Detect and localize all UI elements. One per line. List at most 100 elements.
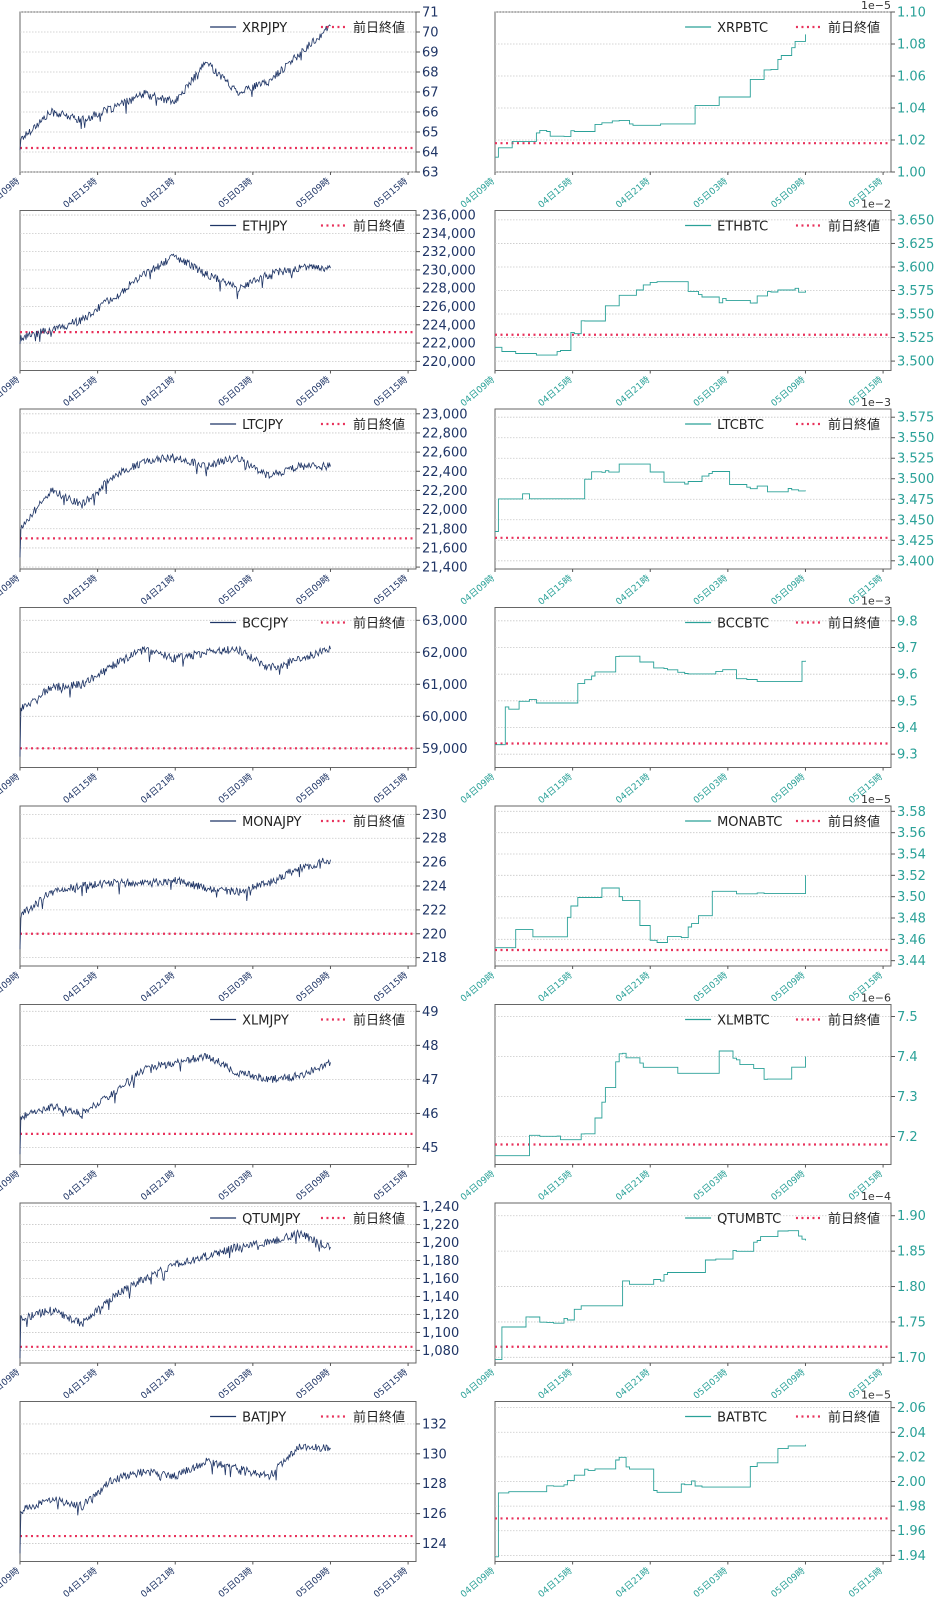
- x-tick-label: 04日15時: [536, 970, 574, 1005]
- y-tick-label: 3.400: [897, 554, 934, 569]
- x-tick-label: 05日03時: [216, 1168, 254, 1203]
- y-tick-label: 59,000: [422, 742, 468, 757]
- legend-label-reference: 前日終値: [353, 1013, 405, 1029]
- x-tick-label: 05日15時: [372, 1168, 410, 1203]
- y-tick-label: 1,200: [422, 1236, 459, 1251]
- x-tick-label: 05日15時: [372, 1367, 410, 1402]
- y-tick-label: 3.500: [897, 355, 934, 370]
- x-tick-label: 05日09時: [294, 374, 332, 409]
- chart-ethjpy: 220,000 222,000 224,000 226,000 228,000 230,0…: [0, 209, 476, 410]
- y-tick-label: 71: [422, 6, 439, 21]
- y-tick-label: 220: [422, 927, 447, 942]
- x-tick-label: 05日03時: [216, 1565, 254, 1600]
- y-tick-label: 9.7: [897, 641, 918, 656]
- y-tick-label: 22,200: [422, 484, 468, 499]
- x-tick-label: 05日15時: [372, 573, 410, 608]
- legend-label-price: ETHJPY: [242, 220, 287, 235]
- y-tick-label: 23,000: [422, 407, 468, 422]
- x-tick-label: 05日15時: [372, 176, 410, 211]
- y-tick-label: 1.06: [897, 70, 926, 85]
- chart-batjpy: 124 126 128 130 132 04日09時 04日15時 04日21時 05日03時 0…: [0, 1401, 447, 1600]
- x-tick-label: 05日09時: [769, 1168, 807, 1203]
- legend-label-price: BATJPY: [242, 1411, 286, 1426]
- x-tick-label: 04日21時: [139, 176, 177, 211]
- legend-label-reference: 前日終値: [828, 20, 880, 36]
- y-tick-label: 124: [422, 1537, 447, 1552]
- y-tick-label: 1,180: [422, 1254, 459, 1269]
- chart-xlmjpy: 45 46 47 48 49 04日09時 04日15時 04日21時 05日03時 05日09時…: [0, 1004, 439, 1203]
- y-tick-label: 3.48: [897, 912, 926, 927]
- plot-frame: [494, 607, 892, 768]
- y-tick-label: 2.02: [897, 1450, 926, 1465]
- x-tick-label: 05日03時: [216, 176, 254, 211]
- y-tick-label: 222,000: [422, 337, 476, 352]
- y-tick-label: 126: [422, 1507, 447, 1522]
- x-tick-label: 05日15時: [372, 970, 410, 1005]
- plot-frame: [19, 408, 417, 570]
- chart-ltcbtc: 3.400 3.425 3.450 3.475 3.500 3.525 3.550 3.575…: [459, 396, 935, 608]
- chart-xrpjpy: 63 64 65 66 67 68 69 70 71 04日09時 04日15時 04日21時 05日0…: [0, 6, 439, 211]
- x-tick-label: 04日21時: [139, 970, 177, 1005]
- y-tick-label: 9.6: [897, 668, 918, 683]
- legend-label-price: BATBTC: [717, 1411, 767, 1426]
- x-tick-label: 04日09時: [459, 176, 497, 211]
- x-tick-label: 04日09時: [459, 970, 497, 1005]
- x-tick-label: 05日09時: [769, 573, 807, 608]
- y-tick-label: 230: [422, 808, 447, 823]
- chart-qtumbtc: 1.70 1.75 1.80 1.85 1.90 1e−4 04日09時 04日15時 04日2…: [459, 1190, 926, 1402]
- y-tick-label: 3.575: [897, 411, 934, 426]
- x-tick-label: 05日09時: [294, 1168, 332, 1203]
- chart-qtumjpy: 1,080 1,100 1,120 1,140 1,160 1,180 1,200 1,220…: [0, 1200, 459, 1401]
- legend-label-price: XLMBTC: [717, 1014, 770, 1029]
- y-tick-label: 132: [422, 1417, 447, 1432]
- x-tick-label: 04日09時: [0, 176, 22, 211]
- legend-label-reference: 前日終値: [353, 814, 405, 830]
- x-tick-label: 04日15時: [61, 1565, 99, 1600]
- price-line: [495, 1444, 806, 1558]
- x-tick-label: 05日09時: [294, 970, 332, 1005]
- x-tick-label: 04日21時: [139, 1367, 177, 1402]
- x-tick-label: 04日15時: [536, 573, 574, 608]
- x-tick-label: 04日21時: [614, 374, 652, 409]
- price-line: [495, 463, 806, 532]
- y-tick-label: 22,800: [422, 426, 468, 441]
- legend-label-price: XLMJPY: [242, 1014, 289, 1029]
- y-tick-label: 3.425: [897, 534, 934, 549]
- y-tick-label: 48: [422, 1039, 439, 1054]
- x-tick-label: 05日09時: [294, 573, 332, 608]
- y-tick-label: 9.4: [897, 721, 918, 736]
- y-tick-label: 45: [422, 1141, 439, 1156]
- plot-frame: [19, 1004, 417, 1165]
- y-tick-label: 1,100: [422, 1326, 459, 1341]
- chart-ltcjpy: 21,400 21,600 21,800 22,000 22,200 22,400 22,6…: [0, 407, 468, 608]
- y-tick-label: 7.2: [897, 1130, 918, 1145]
- x-tick-label: 04日09時: [0, 573, 22, 608]
- x-tick-label: 05日03時: [691, 771, 729, 806]
- x-tick-label: 04日15時: [536, 771, 574, 806]
- x-tick-label: 04日09時: [459, 1168, 497, 1203]
- y-tick-label: 68: [422, 66, 439, 81]
- legend-label-price: LTCJPY: [242, 418, 283, 433]
- y-tick-label: 3.44: [897, 954, 926, 969]
- x-tick-label: 04日09時: [0, 1565, 22, 1600]
- y-tick-label: 2.06: [897, 1401, 926, 1416]
- x-tick-label: 04日21時: [614, 1565, 652, 1600]
- exponent-label: 1e−6: [861, 992, 891, 1005]
- x-tick-label: 04日15時: [61, 970, 99, 1005]
- y-tick-label: 63,000: [422, 614, 468, 629]
- y-tick-label: 3.525: [897, 331, 934, 346]
- x-tick-label: 04日09時: [0, 970, 22, 1005]
- y-tick-label: 1.04: [897, 102, 926, 117]
- y-tick-label: 61,000: [422, 678, 468, 693]
- y-tick-label: 22,000: [422, 503, 468, 518]
- price-line: [19, 453, 331, 558]
- x-tick-label: 05日09時: [769, 970, 807, 1005]
- legend-label-reference: 前日終値: [828, 1013, 880, 1029]
- y-tick-label: 222: [422, 903, 447, 918]
- x-tick-label: 04日15時: [536, 1168, 574, 1203]
- x-tick-label: 04日15時: [61, 573, 99, 608]
- legend-label-reference: 前日終値: [353, 417, 405, 433]
- y-tick-label: 3.54: [897, 848, 926, 863]
- x-tick-label: 05日03時: [691, 374, 729, 409]
